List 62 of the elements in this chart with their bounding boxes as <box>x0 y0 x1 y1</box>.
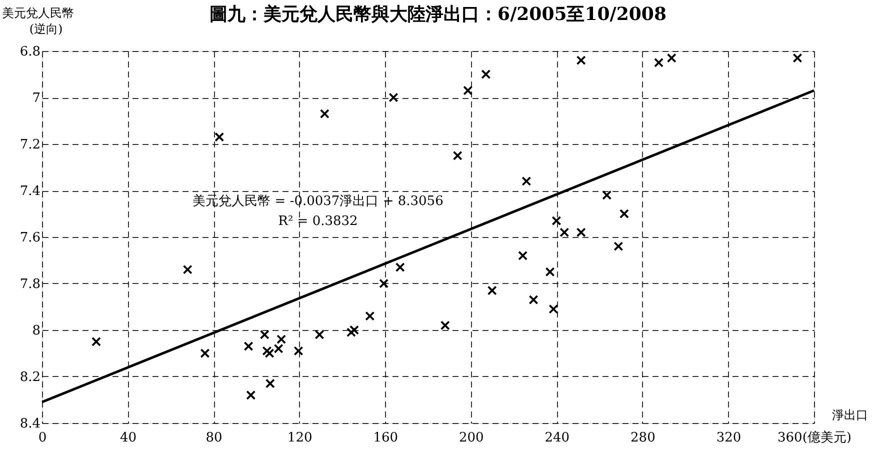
point <box>396 262 405 272</box>
point <box>315 330 324 340</box>
annotation: 美元兌人民幣 = -0.0037淨出口 + 8.3056 <box>192 193 444 209</box>
x-tick-label: 200 <box>458 430 484 446</box>
x-tick-label: 0 <box>38 430 47 446</box>
y-tick-label: 6.8 <box>20 44 40 60</box>
point <box>518 251 528 260</box>
point <box>294 346 303 356</box>
point <box>620 209 629 218</box>
point <box>244 342 253 351</box>
point <box>214 132 224 142</box>
y-tick-label: 8.2 <box>20 370 40 385</box>
point <box>522 176 531 186</box>
point <box>481 70 490 79</box>
point <box>350 326 359 334</box>
point <box>548 304 558 314</box>
point <box>320 109 330 118</box>
point <box>389 93 398 102</box>
y-tick-label: 8.4 <box>20 416 40 432</box>
point <box>274 344 284 354</box>
chart-title: 圖九：美元兌人民幣與大陸淨出口：6/2005至10/2008 <box>210 4 666 25</box>
x-axis-title: 淨出口 <box>832 408 868 422</box>
point <box>453 151 462 160</box>
point <box>602 190 612 200</box>
x-tick-label: 80 <box>206 430 222 446</box>
point <box>183 265 192 274</box>
point <box>793 54 802 62</box>
point <box>276 334 286 344</box>
x-tick-label: 160 <box>373 430 398 446</box>
point <box>560 228 569 237</box>
point <box>365 312 374 321</box>
point <box>265 348 274 358</box>
point <box>488 286 497 295</box>
y-axis-title: 美元兌人民幣 (逆向) <box>2 6 74 36</box>
point <box>266 379 275 388</box>
point <box>654 58 664 68</box>
x-tick-label: 240 <box>544 430 570 446</box>
point <box>576 228 586 237</box>
y-tick-label: 7 <box>32 91 40 106</box>
point <box>667 54 676 62</box>
point <box>200 348 210 358</box>
y-tick-label: 7.4 <box>20 184 40 199</box>
annotation: R² = 0.3832 <box>278 214 358 229</box>
point <box>463 86 472 95</box>
x-tick-label: 280 <box>630 430 656 446</box>
x-tick-label: 320 <box>716 430 742 446</box>
x-tick-label: 120 <box>287 430 312 446</box>
point <box>546 267 554 276</box>
point <box>576 56 586 65</box>
point <box>552 216 561 226</box>
y-tick-label: 7.8 <box>20 277 40 292</box>
y-tick-label: 7.6 <box>20 230 40 246</box>
point <box>246 390 256 400</box>
x-tick-label: 40 <box>120 430 137 446</box>
y-tick-label: 8 <box>32 324 40 338</box>
point <box>614 242 623 251</box>
point <box>529 295 538 304</box>
point <box>379 279 388 288</box>
point <box>260 330 270 340</box>
y-tick-label: 7.2 <box>20 138 40 152</box>
point <box>440 320 450 330</box>
point <box>92 337 101 346</box>
